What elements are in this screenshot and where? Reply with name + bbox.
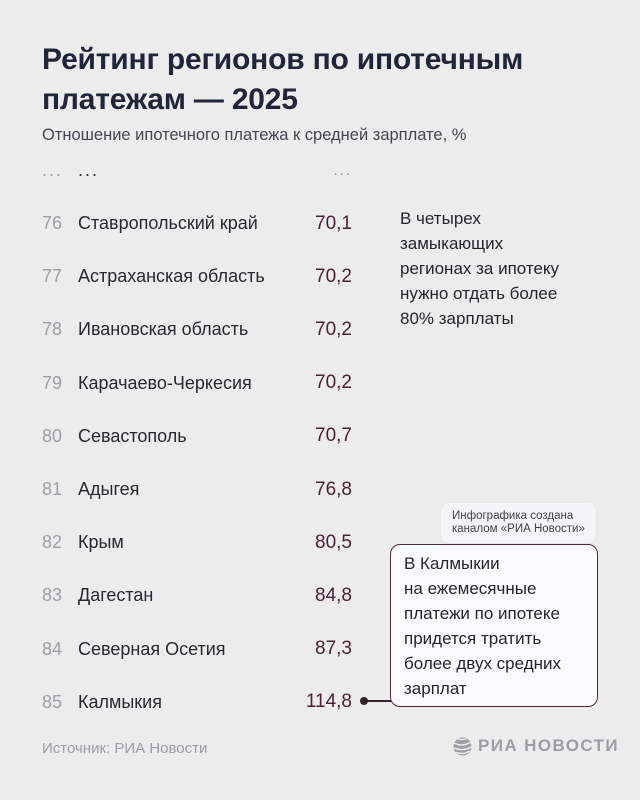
table-row: 76 Ставропольский край 70,1 <box>42 197 352 250</box>
ranking-table: 76 Ставропольский край 70,1 77 Астраханс… <box>42 197 352 729</box>
table-row: 78 Ивановская область 70,2 <box>42 303 352 356</box>
credit-tooltip: Инфографика создана каналом «РИА Новости… <box>441 503 596 543</box>
row-region: Крым <box>78 532 124 553</box>
row-value: 84,8 <box>315 584 352 606</box>
ellipsis-rank: ... <box>42 160 64 180</box>
table-row: 79 Карачаево-Черкесия 70,2 <box>42 357 352 410</box>
row-region: Дагестан <box>78 585 154 606</box>
row-region: Ивановская область <box>78 319 249 340</box>
ria-globe-icon <box>453 737 472 755</box>
row-value: 70,1 <box>315 212 352 234</box>
row-region: Северная Осетия <box>78 638 226 659</box>
table-row: 82 Крым 80,5 <box>42 516 352 569</box>
row-rank: 80 <box>42 425 63 446</box>
row-rank: 77 <box>42 266 63 287</box>
table-row: 84 Северная Осетия 87,3 <box>42 623 352 676</box>
row-region: Севастополь <box>78 425 187 446</box>
table-row: 85 Калмыкия 114,8 <box>42 676 352 729</box>
row-region: Астраханская область <box>78 266 265 287</box>
row-region: Адыгея <box>78 479 140 500</box>
row-value: 70,2 <box>315 372 352 394</box>
row-rank: 82 <box>42 532 63 553</box>
row-region: Карачаево-Черкесия <box>78 372 252 393</box>
row-rank: 84 <box>42 638 63 659</box>
row-value: 80,5 <box>315 531 352 553</box>
row-rank: 81 <box>42 479 63 500</box>
row-value: 114,8 <box>305 691 352 713</box>
row-value: 70,2 <box>315 318 352 340</box>
row-rank: 85 <box>42 691 63 712</box>
row-rank: 79 <box>42 372 63 393</box>
source-text: Источник: РИА Новости <box>42 740 208 757</box>
row-rank: 83 <box>42 585 63 606</box>
table-row: 83 Дагестан 84,8 <box>42 569 352 622</box>
row-value: 70,2 <box>315 265 352 287</box>
callout-connector-dot <box>360 697 368 705</box>
page-title: Рейтинг регионов по ипотечным платежам —… <box>42 43 524 116</box>
logo-text: РИА НОВОСТИ <box>478 736 619 755</box>
table-row: 80 Севастополь 70,7 <box>42 410 352 463</box>
row-rank: 76 <box>42 213 63 234</box>
row-value: 76,8 <box>315 478 352 500</box>
page-subtitle: Отношение ипотечного платежа к средней з… <box>42 126 467 144</box>
row-region: Калмыкия <box>78 691 162 712</box>
ria-novosti-logo: РИА НОВОСТИ <box>453 735 619 757</box>
ellipsis-name: ... <box>78 160 100 180</box>
row-rank: 78 <box>42 319 63 340</box>
annotation-top-regions: В четырех замыкающих регионах за ипотеку… <box>400 209 560 328</box>
row-value: 70,7 <box>315 425 352 447</box>
row-region: Ставропольский край <box>78 213 258 234</box>
callout-connector-line <box>366 700 391 702</box>
row-value: 87,3 <box>315 638 352 660</box>
table-row: 81 Адыгея 76,8 <box>42 463 352 516</box>
kalmykia-callout: В Калмыкии на ежемесячные платежи по ипо… <box>390 544 598 707</box>
ellipsis-value: ... <box>333 162 352 179</box>
table-ellipsis-row: ... ... ... <box>42 160 352 181</box>
table-row: 77 Астраханская область 70,2 <box>42 250 352 303</box>
